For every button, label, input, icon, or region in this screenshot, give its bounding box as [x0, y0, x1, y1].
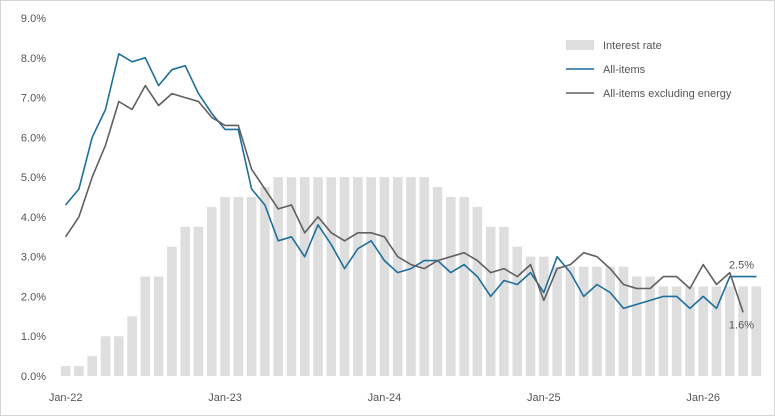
interest-rate-bar — [193, 226, 204, 376]
interest-rate-bar — [339, 177, 350, 376]
interest-rate-bar — [751, 286, 762, 376]
interest-rate-bar — [299, 177, 310, 376]
interest-rate-bar — [60, 366, 71, 376]
interest-rate-bar — [578, 266, 589, 376]
interest-rate-bar — [685, 286, 695, 376]
interest-rate-bar — [459, 197, 469, 376]
legend-label: All-items excluding energy — [603, 88, 732, 100]
interest-rate-bar — [286, 177, 297, 376]
interest-rate-bar — [565, 266, 576, 376]
interest-rate-bar — [127, 316, 137, 376]
interest-rate-bar — [313, 177, 323, 376]
interest-rate-bar — [432, 187, 443, 376]
legend-label: Interest rate — [603, 40, 662, 52]
interest-rate-bar — [379, 177, 390, 376]
interest-rate-bar — [512, 246, 523, 376]
x-tick-label: Jan-26 — [686, 392, 720, 404]
interest-rate-bar — [525, 256, 536, 376]
y-tick-label: 2.0% — [21, 291, 46, 303]
all-items-line — [64, 52, 757, 310]
x-tick-label: Jan-24 — [368, 392, 402, 404]
series-lines — [64, 52, 757, 313]
end-labels: 2.5% 1.6% — [729, 260, 754, 332]
x-tick-label: Jan-25 — [527, 392, 561, 404]
interest-rate-bar — [711, 286, 722, 376]
interest-rate-bar — [658, 286, 669, 376]
interest-rate-bar — [446, 197, 456, 376]
interest-rate-bar — [113, 336, 124, 376]
interest-rate-bar — [353, 177, 363, 376]
interest-rate-bar — [725, 286, 735, 376]
interest-rate-bar — [180, 226, 190, 376]
interest-rate-bar — [246, 197, 257, 376]
interest-rate-bar — [472, 206, 483, 376]
interest-rate-bar — [645, 276, 655, 376]
y-axis-ticks: 0.0% 1.0% 2.0% 3.0% 4.0% 5.0% 6.0% 7.0% 8.0% 9.0% — [21, 13, 46, 383]
interest-rate-bar — [206, 206, 217, 376]
all-items-excluding-energy-line — [64, 84, 744, 313]
y-tick-label: 3.0% — [21, 252, 46, 264]
x-tick-label: Jan-22 — [49, 392, 83, 404]
interest-rate-bar — [167, 246, 177, 376]
y-tick-label: 6.0% — [21, 132, 46, 144]
interest-rate-bar — [260, 187, 270, 376]
legend-swatch-interest-rate — [566, 40, 594, 50]
interest-rate-bar — [406, 177, 416, 376]
interest-rate-bar — [738, 286, 748, 376]
interest-rate-bar — [392, 177, 403, 376]
excluding-energy-end-label: 1.6% — [729, 319, 754, 331]
interest-rate-bar — [698, 286, 709, 376]
interest-rate-bar — [605, 266, 616, 376]
interest-rate-bar — [220, 197, 230, 376]
y-tick-label: 1.0% — [21, 331, 46, 343]
y-tick-label: 9.0% — [21, 13, 46, 25]
interest-rate-bar — [273, 177, 283, 376]
y-tick-label: 0.0% — [21, 371, 46, 383]
legend: Interest rate All-items All-items excludin… — [566, 40, 732, 100]
interest-rate-bar — [539, 256, 549, 376]
y-tick-label: 7.0% — [21, 93, 46, 105]
interest-rate-bar — [74, 366, 84, 376]
interest-rate-bars — [60, 177, 762, 376]
interest-rate-bar — [632, 276, 642, 376]
x-tick-label: Jan-23 — [208, 392, 242, 404]
interest-rate-bar — [552, 266, 562, 376]
interest-rate-bar — [233, 197, 244, 376]
interest-rate-bar — [485, 226, 496, 376]
interest-rate-bar — [419, 177, 430, 376]
y-tick-label: 8.0% — [21, 53, 46, 65]
y-tick-label: 4.0% — [21, 212, 46, 224]
interest-rate-bar — [87, 356, 97, 376]
interest-rate-bar — [140, 276, 151, 376]
x-axis-ticks: Jan-22 Jan-23 Jan-24 Jan-25 Jan-26 — [49, 392, 720, 404]
interest-rate-bar — [326, 177, 337, 376]
y-tick-label: 5.0% — [21, 172, 46, 184]
interest-rate-bar — [153, 276, 164, 376]
interest-rate-bar — [618, 266, 629, 376]
interest-rate-bar — [100, 336, 111, 376]
interest-rate-bar — [671, 286, 682, 376]
all-items-end-label: 2.5% — [729, 260, 754, 272]
interest-rate-bar — [366, 177, 376, 376]
interest-rate-bar — [592, 266, 602, 376]
legend-label: All-items — [603, 64, 646, 76]
interest-rate-bar — [499, 226, 509, 376]
